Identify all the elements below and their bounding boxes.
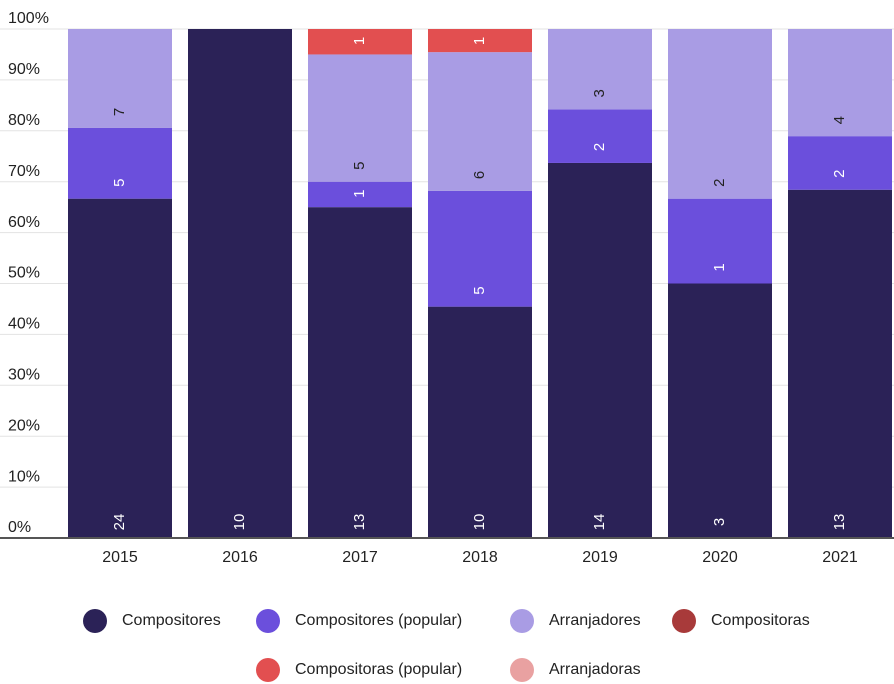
y-tick-label: 40% — [8, 316, 40, 333]
bar-segment — [668, 283, 772, 538]
legend-swatch — [672, 609, 696, 633]
legend-swatch — [510, 609, 534, 633]
bar-segment — [668, 29, 772, 199]
y-tick-label: 0% — [8, 519, 31, 536]
legend-label: Compositoras — [711, 612, 810, 629]
legend-label: Arranjadoras — [549, 661, 641, 678]
y-tick-label: 20% — [8, 417, 40, 434]
value-label: 24 — [111, 514, 128, 531]
bar-segment — [68, 127, 172, 199]
value-label: 1 — [351, 37, 368, 45]
legend-label: Compositores (popular) — [295, 612, 462, 629]
value-label: 2 — [711, 178, 728, 186]
legend-swatch — [256, 658, 280, 682]
value-label: 2 — [831, 170, 848, 178]
value-label: 5 — [111, 178, 128, 186]
bar-segment — [668, 198, 772, 284]
value-label: 10 — [231, 514, 248, 531]
value-label: 5 — [351, 162, 368, 170]
bar-segment — [308, 181, 412, 208]
bar-segment — [548, 162, 652, 538]
value-label: 3 — [591, 89, 608, 97]
x-tick-label: 2017 — [342, 549, 378, 566]
value-label: 1 — [711, 263, 728, 271]
bar-segment — [428, 29, 532, 53]
y-tick-label: 10% — [8, 468, 40, 485]
value-label: 6 — [471, 171, 488, 179]
bar-segment — [188, 29, 292, 538]
y-tick-label: 90% — [8, 61, 40, 78]
y-tick-label: 80% — [8, 112, 40, 129]
legend-label: Arranjadores — [549, 612, 641, 629]
x-tick-label: 2018 — [462, 549, 498, 566]
bar-segment — [308, 207, 412, 538]
x-tick-label: 2020 — [702, 549, 738, 566]
y-tick-label: 60% — [8, 214, 40, 231]
bar-segment — [308, 29, 412, 55]
value-label: 1 — [471, 37, 488, 45]
y-tick-label: 100% — [8, 10, 49, 27]
bar-segment — [308, 54, 412, 182]
value-label: 13 — [351, 514, 368, 531]
bar-segment — [428, 190, 532, 307]
value-label: 13 — [831, 514, 848, 531]
legend-swatch — [510, 658, 534, 682]
value-label: 10 — [471, 514, 488, 531]
legend-swatch — [83, 609, 107, 633]
bar-segment — [68, 29, 172, 128]
bar-segment — [788, 29, 892, 137]
bar-segment — [428, 306, 532, 538]
bar-segment — [788, 136, 892, 190]
value-label: 5 — [471, 286, 488, 294]
value-label: 7 — [111, 108, 128, 116]
x-tick-label: 2021 — [822, 549, 858, 566]
bar-segment — [428, 52, 532, 191]
value-label: 4 — [831, 116, 848, 124]
value-label: 2 — [591, 143, 608, 151]
x-tick-label: 2016 — [222, 549, 258, 566]
legend-label: Compositoras (popular) — [295, 661, 462, 678]
bar-segment — [788, 189, 892, 538]
value-label: 3 — [711, 518, 728, 526]
bar-segment — [548, 109, 652, 163]
legend-label: Compositores — [122, 612, 221, 629]
legend-swatch — [256, 609, 280, 633]
x-tick-label: 2019 — [582, 549, 618, 566]
y-tick-label: 30% — [8, 367, 40, 384]
value-label: 1 — [351, 190, 368, 198]
y-tick-label: 50% — [8, 265, 40, 282]
y-tick-label: 70% — [8, 163, 40, 180]
value-label: 14 — [591, 514, 608, 531]
bar-segment — [548, 29, 652, 110]
x-tick-label: 2015 — [102, 549, 138, 566]
bar-segment — [68, 198, 172, 538]
